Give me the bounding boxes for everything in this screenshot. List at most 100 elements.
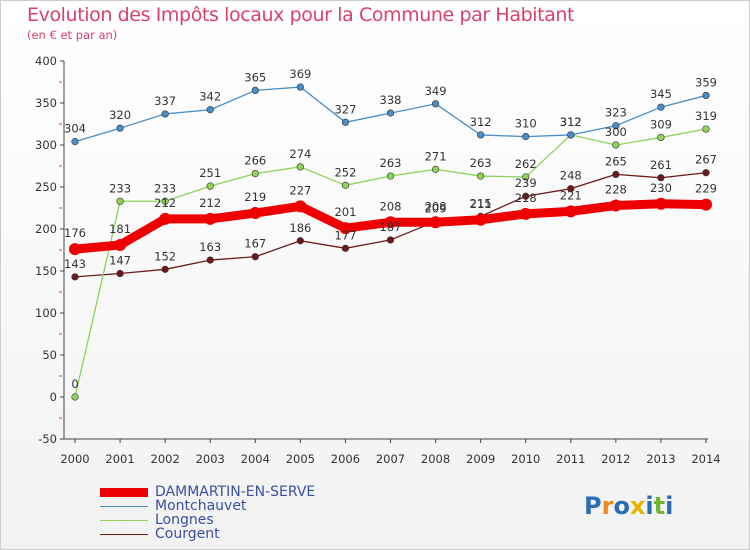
data-point [657, 103, 665, 111]
logo-letter: o [613, 492, 630, 520]
data-label: 181 [109, 222, 131, 236]
data-point [341, 118, 350, 126]
logo-letter: P [584, 492, 602, 520]
data-label: 176 [64, 226, 86, 240]
legend-swatch-courgent [100, 534, 148, 535]
data-label: 143 [64, 257, 86, 271]
data-point [657, 133, 665, 142]
data-point [249, 207, 262, 220]
x-tick-label: 2006 [331, 452, 360, 466]
x-tick-label: 2008 [421, 452, 450, 466]
data-label: 229 [695, 182, 717, 196]
data-label: 177 [334, 228, 356, 242]
data-label: 338 [380, 93, 402, 107]
data-label: 219 [244, 190, 266, 204]
proxiti-logo: Proxiti [584, 492, 673, 520]
data-label: 218 [515, 191, 537, 205]
data-point [251, 253, 259, 261]
data-label: 309 [650, 117, 672, 131]
data-label: 233 [109, 181, 131, 195]
data-label: 319 [695, 109, 717, 123]
data-label: 262 [515, 157, 537, 171]
data-point [251, 169, 259, 178]
data-label: 152 [154, 249, 176, 263]
x-tick-label: 2002 [151, 452, 180, 466]
x-tick-label: 2001 [105, 452, 134, 466]
data-label: 312 [560, 115, 582, 129]
data-point [114, 238, 127, 251]
data-point [341, 181, 350, 189]
data-point [159, 212, 172, 225]
data-label: 252 [334, 165, 356, 179]
data-point [116, 124, 124, 132]
data-label: 300 [605, 125, 627, 139]
legend-label-montchauvet: Montchauvet [155, 498, 247, 514]
logo-letter: i [645, 492, 654, 520]
y-tick-label: 0 [50, 390, 57, 404]
data-point [294, 200, 307, 213]
data-label: 187 [380, 220, 402, 234]
x-tick-label: 2004 [241, 452, 270, 466]
x-tick-label: 2000 [60, 452, 89, 466]
data-point [384, 216, 397, 229]
data-label: 369 [289, 67, 311, 81]
data-point [206, 106, 214, 114]
y-tick-label: -50 [38, 432, 57, 446]
data-point [296, 83, 304, 91]
data-label: 327 [334, 102, 356, 116]
data-point [431, 100, 440, 108]
data-label: 261 [650, 158, 672, 172]
data-label: 337 [154, 94, 176, 108]
data-label: 263 [470, 156, 492, 170]
data-point [341, 244, 350, 252]
y-tick-label: 200 [35, 222, 57, 236]
data-point [204, 212, 217, 225]
data-point [477, 172, 485, 180]
y-tick-label: 300 [35, 138, 57, 152]
data-point [71, 138, 79, 146]
y-tick-label: 150 [35, 264, 57, 278]
data-point [567, 185, 575, 193]
y-tick-label: 100 [35, 306, 57, 320]
data-label: 349 [425, 84, 447, 98]
data-label: 320 [109, 108, 131, 122]
data-point [206, 256, 214, 264]
data-point [386, 172, 395, 180]
data-label: 147 [109, 254, 131, 268]
data-label: 304 [64, 122, 86, 136]
chart-title: Evolution des Impôts locaux pour la Comm… [27, 4, 575, 26]
data-label: 365 [244, 70, 266, 84]
data-label: 212 [154, 196, 176, 210]
x-tick-label: 2012 [601, 452, 630, 466]
data-point [702, 169, 710, 177]
data-point [522, 192, 530, 200]
data-label: 208 [380, 199, 402, 213]
data-label: 312 [470, 115, 492, 129]
data-label: 0 [71, 377, 78, 391]
data-point [116, 269, 124, 278]
data-point [609, 199, 622, 212]
data-point [477, 131, 485, 139]
data-label: 271 [425, 149, 447, 163]
data-label: 186 [289, 221, 311, 235]
data-point [71, 273, 79, 281]
legend-swatch-montchauvet [100, 506, 148, 507]
data-point [69, 243, 81, 256]
logo-letter: i [665, 492, 674, 520]
data-label: 208 [425, 199, 447, 213]
data-label: 209 [425, 201, 447, 215]
data-label: 263 [380, 156, 402, 170]
data-label: 359 [695, 75, 717, 89]
data-point [522, 133, 530, 141]
data-point [612, 122, 620, 130]
x-tick-label: 2011 [556, 452, 585, 466]
data-point [702, 125, 710, 133]
data-point [657, 174, 665, 182]
data-point [474, 213, 487, 226]
data-label: 342 [199, 90, 221, 104]
legend-label-longnes: Longnes [155, 512, 214, 528]
data-point [206, 182, 214, 190]
data-point [519, 207, 532, 220]
y-tick-label: 400 [35, 54, 57, 68]
x-tick-label: 2005 [286, 452, 315, 466]
